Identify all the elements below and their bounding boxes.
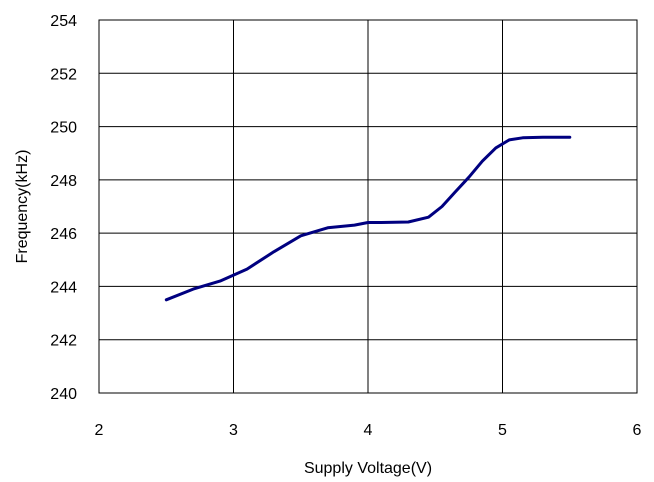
plot-area	[98, 19, 638, 394]
y-tick-label: 240	[50, 386, 77, 403]
series-line	[164, 135, 572, 302]
series-group	[164, 135, 572, 302]
x-tick-label: 3	[229, 422, 238, 439]
y-tick-label: 248	[50, 173, 77, 190]
x-tick-label: 6	[633, 422, 642, 439]
x-axis-label: Supply Voltage(V)	[304, 460, 432, 477]
x-tick-label: 5	[498, 422, 507, 439]
y-tick-label: 242	[50, 333, 77, 350]
y-axis-ticks: 240 242 244 246 248 250 252 254	[50, 13, 77, 403]
y-tick-label: 252	[50, 66, 77, 83]
y-tick-label: 250	[50, 120, 77, 137]
x-tick-label: 2	[95, 422, 104, 439]
y-tick-label: 246	[50, 226, 77, 243]
x-axis-ticks: 2 3 4 5 6	[95, 422, 642, 439]
grid	[98, 19, 638, 394]
y-tick-label: 254	[50, 13, 77, 30]
y-tick-label: 244	[50, 279, 77, 296]
y-axis-label: Frequency(kHz)	[14, 150, 31, 264]
x-tick-label: 4	[364, 422, 373, 439]
